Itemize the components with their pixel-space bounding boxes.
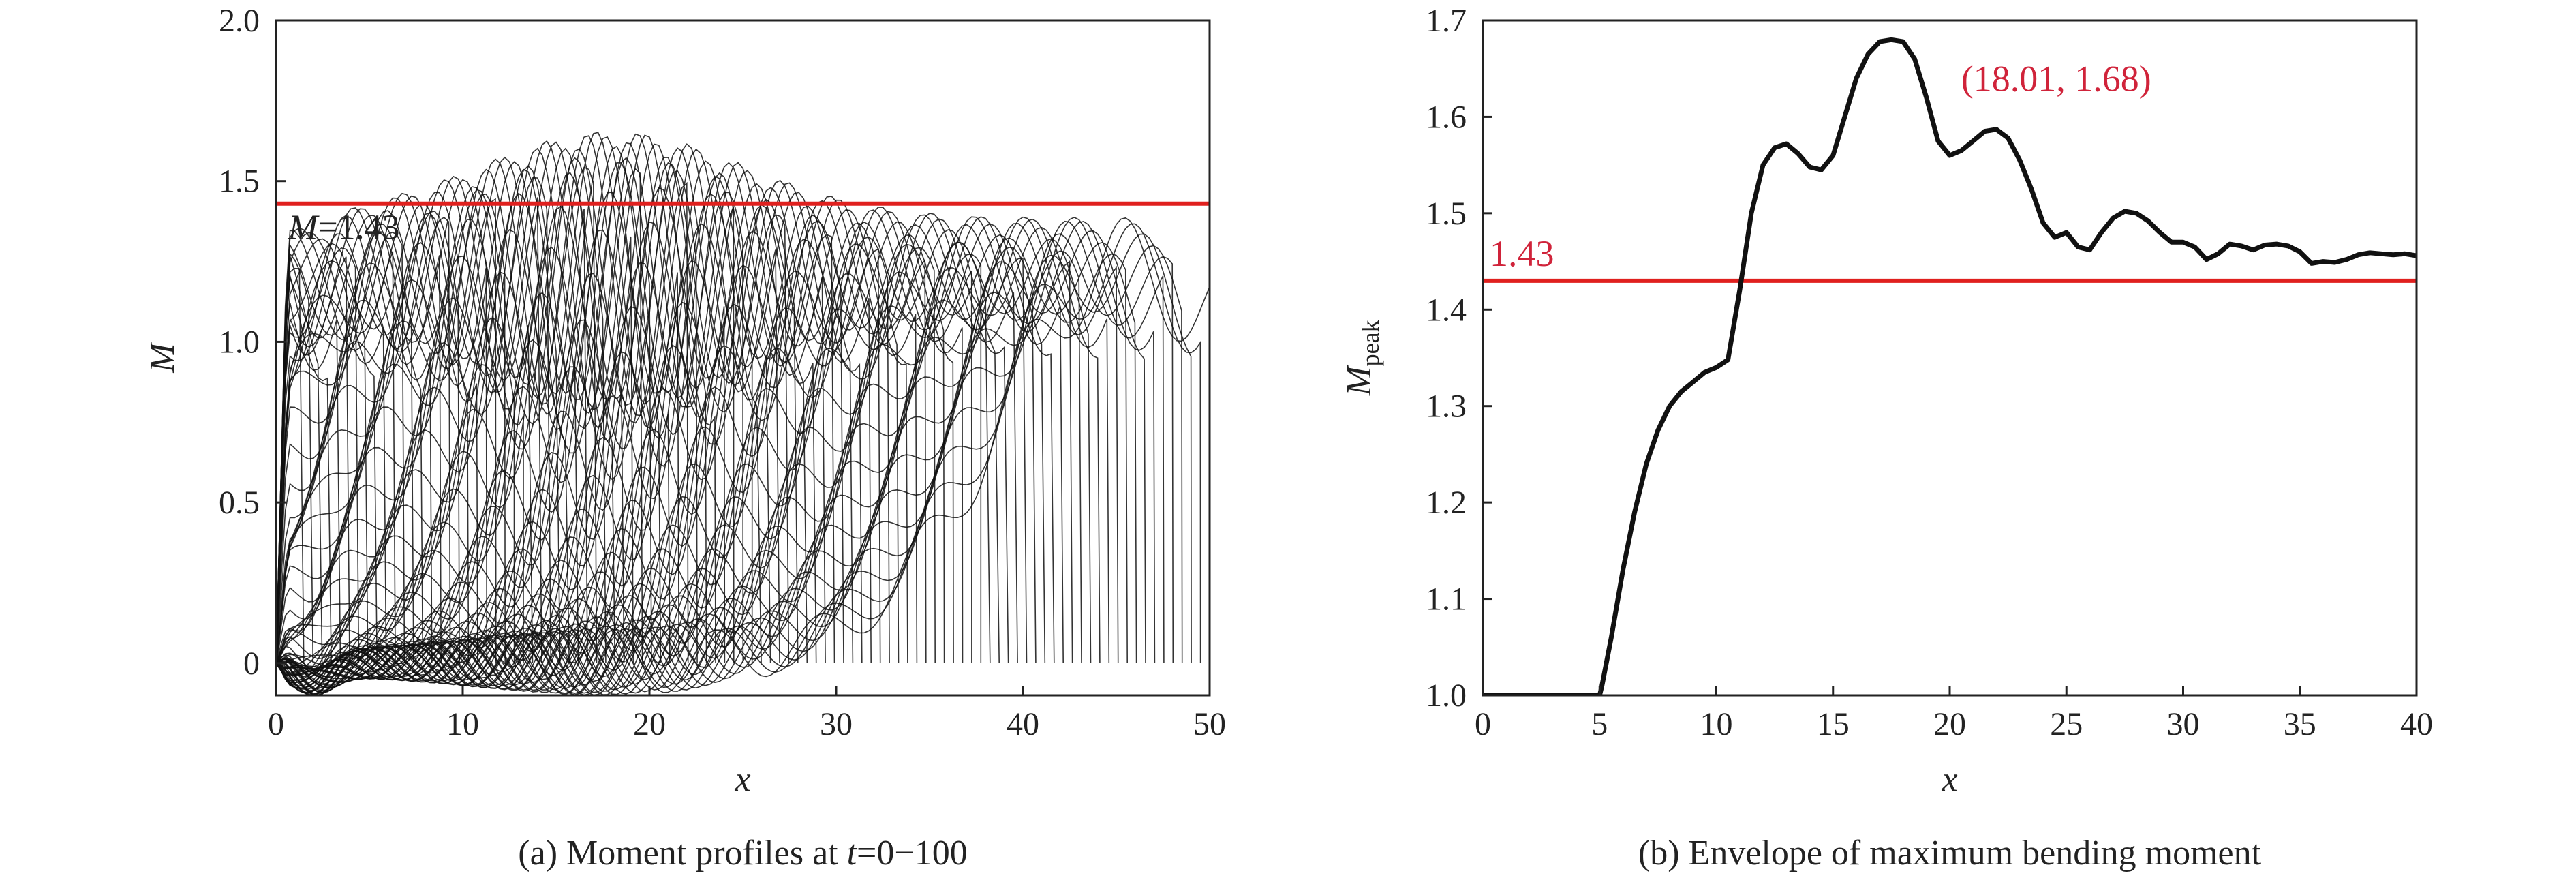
moment-profile <box>276 143 716 678</box>
moment-profile <box>276 145 662 664</box>
moment-profile <box>276 147 790 690</box>
threshold-label-b: 1.43 <box>1490 233 1554 274</box>
moment-profile <box>276 192 863 686</box>
y-axis-ticks-b: 1.0 1.1 1.2 1.3 1.4 1.5 1.6 1.7 <box>1426 3 1492 714</box>
moment-profile <box>276 147 643 664</box>
moment-profile <box>276 162 799 691</box>
moment-profile <box>276 158 588 663</box>
x-tick-label: 20 <box>1933 706 1966 742</box>
y-axis-label-a: M <box>143 342 182 374</box>
moment-profile <box>276 200 936 682</box>
y-tick-label: 1.5 <box>219 164 260 200</box>
y-tick-label: 1.2 <box>1426 485 1467 521</box>
moment-profile-curves <box>276 132 1210 695</box>
moment-profile <box>276 224 414 663</box>
x-axis-label-b: x <box>1941 760 1957 799</box>
moment-profile <box>276 162 835 676</box>
moment-profile <box>276 217 1210 695</box>
moment-profile <box>276 223 1128 694</box>
envelope-line <box>1483 37 2417 695</box>
moment-profile <box>276 207 972 695</box>
y-tick-label: 2.0 <box>219 3 260 39</box>
moment-profile <box>276 135 689 664</box>
moment-profile <box>276 143 780 685</box>
moment-profile <box>276 221 991 694</box>
x-tick-label: 20 <box>633 706 666 742</box>
caption-b: (b) Envelope of maximum bending moment <box>1638 834 2262 873</box>
moment-profile <box>276 195 478 663</box>
y-tick-label: 1.0 <box>219 324 260 360</box>
y-tick-label: 1.6 <box>1426 99 1467 135</box>
x-tick-label: 40 <box>1007 706 1039 742</box>
x-axis-ticks-a: 0 10 20 30 40 50 <box>268 686 1226 742</box>
peak-annotation: (18.01, 1.68) <box>1961 58 2151 99</box>
moment-profile <box>276 168 561 663</box>
x-axis-label-a: x <box>734 760 750 799</box>
moment-profile <box>276 186 515 663</box>
moment-profile <box>276 223 1201 695</box>
moment-profile <box>276 214 945 682</box>
threshold-label-a: M=1.43 <box>288 209 400 247</box>
y-tick-label: 0 <box>243 646 260 682</box>
y-tick-label: 1.0 <box>1426 678 1467 714</box>
moment-profile <box>276 209 982 695</box>
plot-frame-a <box>275 19 1211 697</box>
x-tick-label: 15 <box>1817 706 1850 742</box>
x-tick-label: 40 <box>2400 706 2433 742</box>
x-axis-ticks-b: 0 5 10 15 20 25 30 35 40 <box>1475 686 2433 742</box>
moment-profile <box>276 134 726 676</box>
moment-profile <box>276 133 735 674</box>
y-tick-label: 1.7 <box>1426 3 1467 39</box>
moment-profile <box>276 202 470 663</box>
x-tick-label: 25 <box>2050 706 2083 742</box>
y-tick-label: 0.5 <box>219 485 260 521</box>
moment-profile <box>276 233 1192 695</box>
y-axis-ticks-a: 0 0.5 1.0 1.5 2.0 <box>219 3 286 682</box>
moment-profile <box>276 140 634 664</box>
moment-profile <box>276 207 442 663</box>
moment-profile <box>276 148 698 669</box>
moment-profile <box>276 161 570 663</box>
x-tick-label: 10 <box>1700 706 1733 742</box>
moment-profile <box>276 221 954 688</box>
moment-profile <box>276 232 387 663</box>
y-tick-label: 1.3 <box>1426 389 1467 425</box>
panel-b-envelope: 1.43 (18.01, 1.68) 0 5 10 15 20 25 30 35 40 1.01… <box>1340 3 2433 873</box>
moment-profile <box>276 204 900 693</box>
x-tick-label: 30 <box>820 706 853 742</box>
y-axis-label-b: Mpeak <box>1340 320 1384 396</box>
y-tick-label: 1.4 <box>1426 292 1467 328</box>
plot-frame-b <box>1482 19 2418 697</box>
y-tick-label: 1.5 <box>1426 196 1467 232</box>
moment-profile <box>276 215 451 663</box>
x-tick-label: 5 <box>1591 706 1608 742</box>
moment-profile <box>276 220 1174 695</box>
x-tick-label: 0 <box>1475 706 1491 742</box>
panel-a-moment-profiles: M=1.43 0 10 20 30 40 50 0 0.5 1.0 1.5 2.0 x M (a)… <box>143 3 1226 873</box>
moment-profile <box>276 157 607 664</box>
moment-profile <box>276 192 488 663</box>
moment-profile <box>276 237 1137 693</box>
x-tick-label: 10 <box>446 706 479 742</box>
moment-profile <box>276 179 881 695</box>
x-tick-label: 0 <box>268 706 284 742</box>
moment-profile <box>276 303 341 663</box>
y-tick-label: 1.1 <box>1426 581 1467 618</box>
moment-profile <box>276 220 1156 695</box>
x-tick-label: 50 <box>1193 706 1226 742</box>
x-tick-label: 30 <box>2167 706 2200 742</box>
caption-a: (a) Moment profiles at t=0−100 <box>518 834 967 873</box>
x-tick-label: 35 <box>2284 706 2316 742</box>
